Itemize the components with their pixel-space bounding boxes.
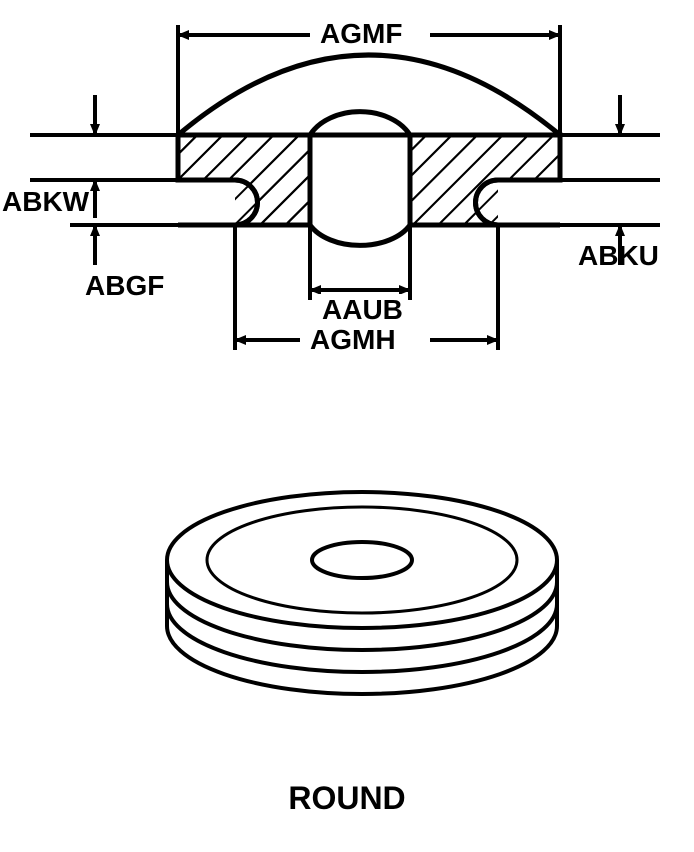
title: ROUND bbox=[0, 780, 694, 817]
label-agmf: AGMF bbox=[320, 18, 402, 50]
iso-view bbox=[0, 430, 694, 780]
section-view bbox=[0, 0, 694, 420]
label-agmh: AGMH bbox=[310, 324, 396, 356]
label-abgf: ABGF bbox=[85, 270, 164, 302]
label-aaub: AAUB bbox=[318, 294, 407, 326]
label-abkw: ABKW bbox=[2, 186, 89, 218]
label-abku: ABKU bbox=[578, 240, 659, 272]
iso-top-ellipse bbox=[167, 492, 557, 628]
diagram-canvas: AGMF ABKW ABGF ABKU AAUB AGMH ROUND bbox=[0, 0, 694, 852]
dome-outline bbox=[178, 55, 560, 135]
